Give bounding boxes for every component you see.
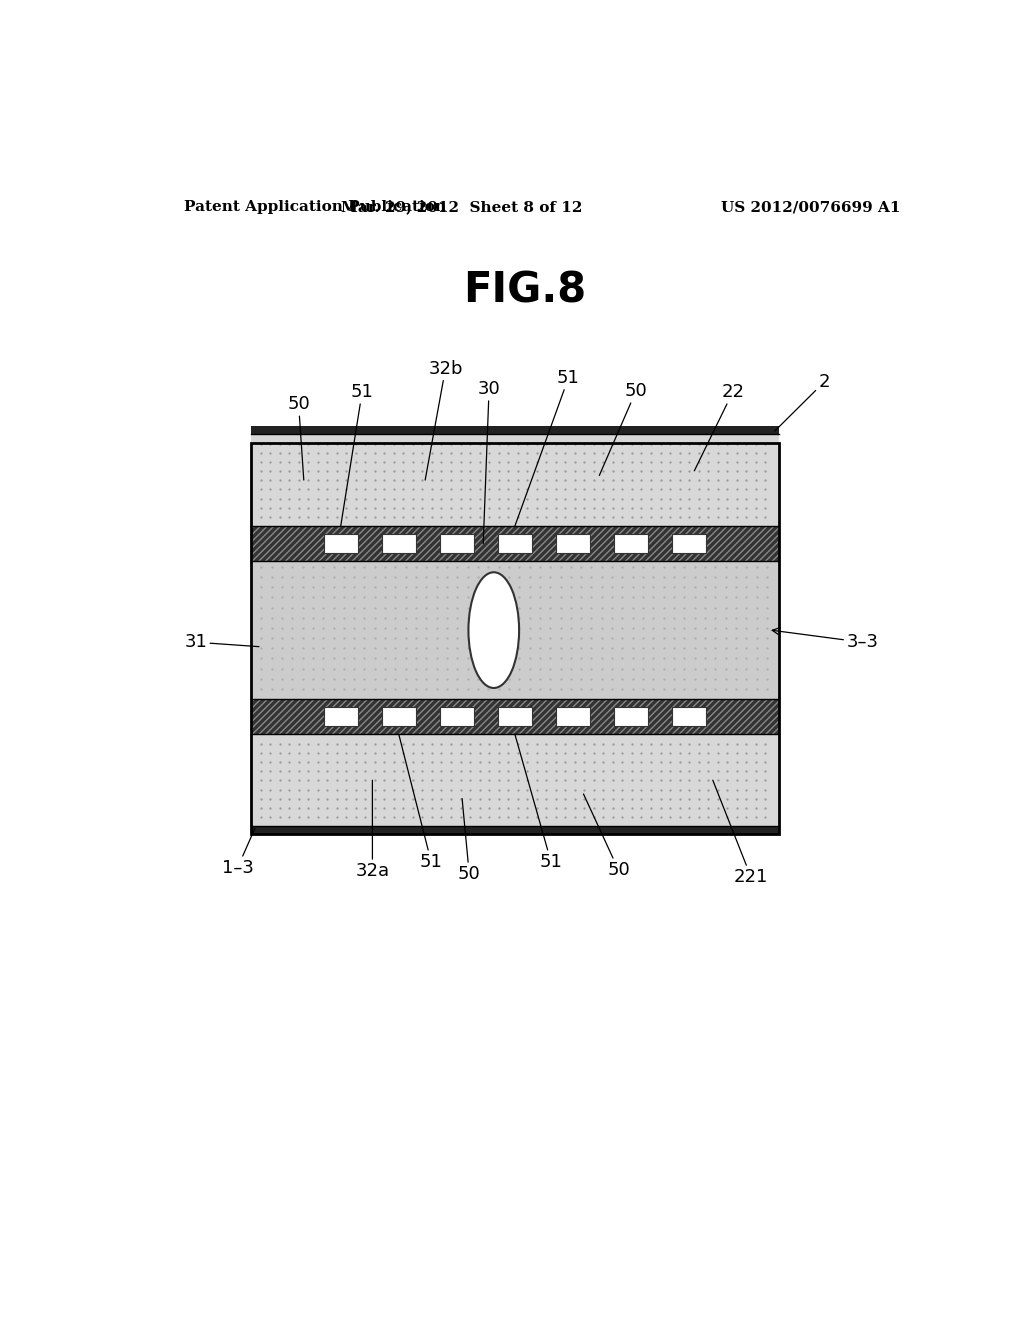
- Bar: [251, 700, 778, 734]
- Bar: [556, 708, 590, 726]
- Bar: [439, 708, 474, 726]
- Text: 51: 51: [398, 734, 442, 871]
- Bar: [251, 444, 778, 834]
- Text: 50: 50: [288, 396, 310, 480]
- Bar: [251, 826, 778, 834]
- Bar: [672, 535, 707, 553]
- Bar: [382, 535, 416, 553]
- Text: 1–3: 1–3: [221, 828, 255, 876]
- Bar: [251, 527, 778, 561]
- Text: 3–3: 3–3: [772, 628, 879, 651]
- Text: 22: 22: [694, 383, 744, 471]
- Bar: [251, 561, 778, 700]
- Bar: [672, 708, 707, 726]
- Bar: [556, 535, 590, 553]
- Text: Patent Application Publication: Patent Application Publication: [183, 201, 445, 214]
- Text: 51: 51: [341, 383, 374, 527]
- Text: 32b: 32b: [425, 360, 463, 480]
- Bar: [439, 535, 474, 553]
- Bar: [251, 434, 778, 527]
- Bar: [251, 734, 778, 826]
- Text: 51: 51: [515, 370, 580, 527]
- Text: 50: 50: [599, 383, 647, 475]
- Text: 32a: 32a: [355, 780, 389, 880]
- Bar: [382, 708, 416, 726]
- Bar: [251, 700, 778, 734]
- Text: FIG.8: FIG.8: [463, 269, 587, 312]
- Bar: [251, 527, 778, 561]
- Text: 30: 30: [478, 380, 501, 544]
- Text: 31: 31: [184, 634, 259, 651]
- Bar: [324, 535, 357, 553]
- Text: US 2012/0076699 A1: US 2012/0076699 A1: [721, 201, 900, 214]
- Text: 221: 221: [713, 780, 768, 886]
- Bar: [251, 426, 778, 434]
- Text: 51: 51: [515, 734, 562, 871]
- Bar: [613, 535, 648, 553]
- Text: 50: 50: [584, 795, 630, 879]
- Text: Mar. 29, 2012  Sheet 8 of 12: Mar. 29, 2012 Sheet 8 of 12: [341, 201, 582, 214]
- Bar: [498, 708, 532, 726]
- Bar: [613, 708, 648, 726]
- Ellipse shape: [468, 573, 519, 688]
- Text: 2: 2: [775, 374, 829, 432]
- Bar: [498, 535, 532, 553]
- Bar: [324, 708, 357, 726]
- Text: 50: 50: [458, 799, 480, 883]
